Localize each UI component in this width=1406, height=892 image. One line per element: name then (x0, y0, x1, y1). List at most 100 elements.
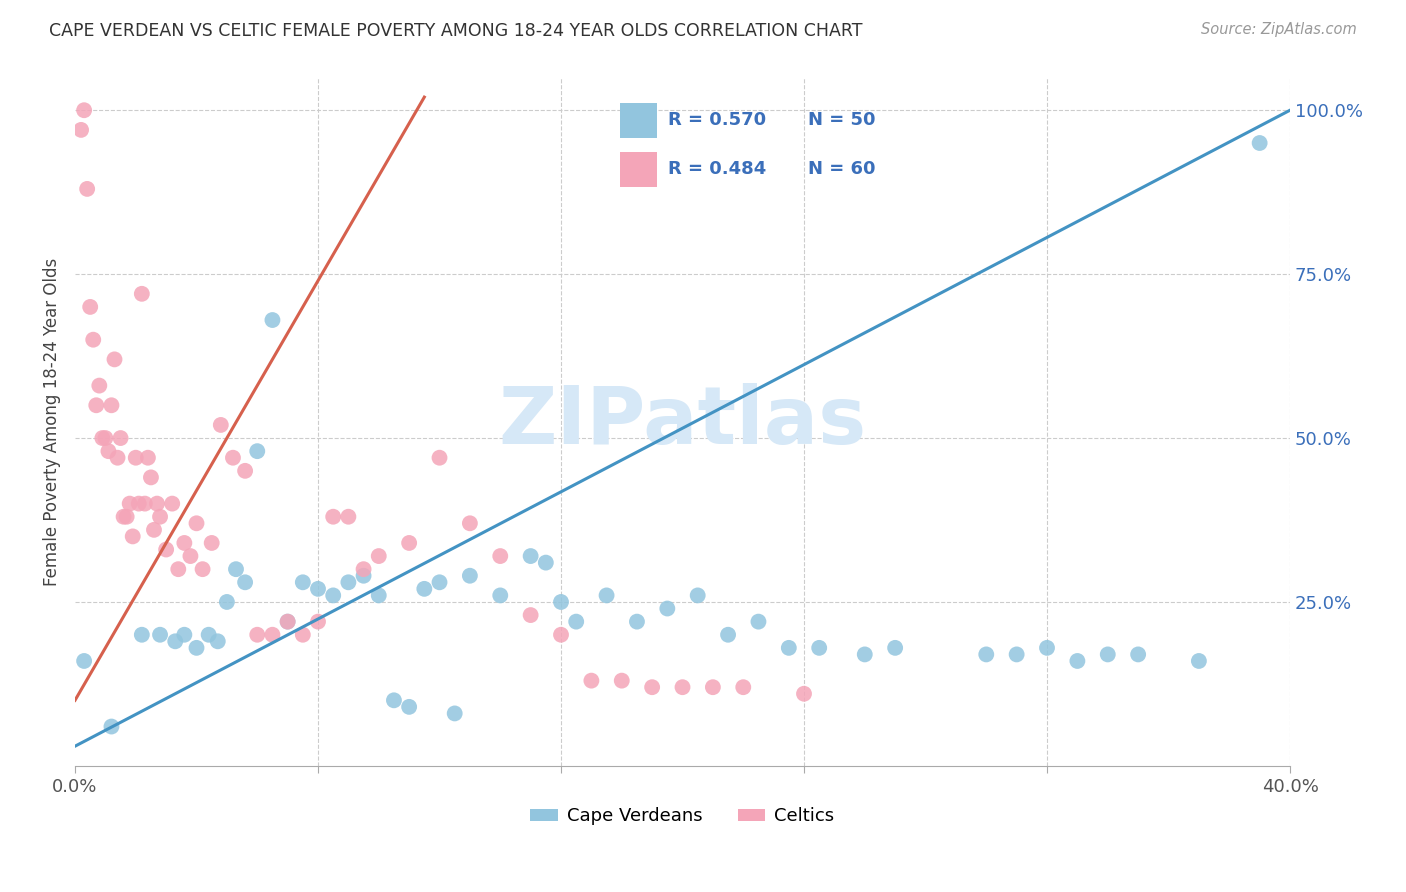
Point (82, 333, 104, 347)
Point (112, 509, 135, 524)
Point (595, 588, 617, 602)
Point (209, 417, 232, 432)
Point (610, 673, 633, 688)
Point (1036, 640, 1059, 655)
Point (519, 608, 541, 623)
Point (186, 640, 208, 655)
Point (173, 536, 195, 550)
Point (191, 562, 214, 576)
Point (136, 450, 159, 465)
Point (337, 509, 360, 524)
Point (702, 680, 724, 694)
Point (778, 640, 800, 655)
Point (115, 509, 138, 524)
Point (747, 615, 769, 629)
Point (197, 628, 219, 642)
Point (458, 568, 481, 582)
Point (534, 556, 557, 570)
Point (793, 687, 815, 701)
Point (1066, 654, 1088, 668)
Point (100, 720, 122, 734)
Point (246, 444, 269, 458)
Point (233, 464, 256, 478)
Point (337, 575, 360, 590)
Point (201, 536, 224, 550)
Point (489, 549, 512, 563)
Point (489, 588, 512, 602)
Point (128, 497, 150, 511)
Point (277, 615, 299, 629)
Point (91, 431, 114, 445)
Text: N = 50: N = 50 (808, 112, 876, 129)
Point (149, 628, 172, 642)
Point (657, 601, 679, 615)
Point (353, 568, 375, 582)
Point (118, 497, 141, 511)
Point (398, 699, 420, 714)
Point (139, 470, 162, 484)
Point (519, 549, 541, 563)
Point (671, 680, 693, 694)
Point (222, 450, 245, 465)
Text: Source: ZipAtlas.com: Source: ZipAtlas.com (1201, 22, 1357, 37)
Point (626, 615, 648, 629)
Point (322, 509, 344, 524)
Point (143, 523, 166, 537)
Point (103, 352, 125, 367)
Point (149, 509, 172, 524)
Point (70, 123, 93, 137)
Point (398, 536, 420, 550)
Point (179, 549, 201, 563)
Point (277, 615, 299, 629)
Point (225, 562, 247, 576)
Point (94, 431, 117, 445)
Point (353, 562, 375, 576)
Point (246, 628, 269, 642)
Point (291, 575, 314, 590)
Point (1126, 648, 1149, 662)
FancyBboxPatch shape (620, 103, 657, 138)
Point (1188, 654, 1211, 668)
Point (382, 693, 405, 707)
Text: CAPE VERDEAN VS CELTIC FEMALE POVERTY AMONG 18-24 YEAR OLDS CORRELATION CHART: CAPE VERDEAN VS CELTIC FEMALE POVERTY AM… (49, 22, 863, 40)
Point (100, 398, 122, 412)
Point (443, 706, 465, 721)
Point (76, 182, 98, 196)
Point (291, 628, 314, 642)
Point (73, 654, 96, 668)
Text: R = 0.570: R = 0.570 (668, 112, 766, 129)
Point (160, 497, 183, 511)
Point (307, 582, 329, 596)
Point (134, 497, 156, 511)
Y-axis label: Female Poverty Among 18-24 Year Olds: Female Poverty Among 18-24 Year Olds (44, 258, 60, 586)
Point (808, 640, 831, 655)
Point (307, 615, 329, 629)
Point (884, 640, 907, 655)
Point (1249, 136, 1271, 150)
Legend: Cape Verdeans, Celtics: Cape Verdeans, Celtics (523, 800, 842, 832)
Point (733, 680, 755, 694)
Point (717, 628, 740, 642)
Point (207, 634, 229, 648)
FancyBboxPatch shape (620, 152, 657, 187)
Point (167, 562, 190, 576)
Point (367, 549, 389, 563)
Point (121, 529, 143, 543)
Point (1097, 648, 1119, 662)
Text: R = 0.484: R = 0.484 (668, 161, 766, 178)
Point (165, 634, 187, 648)
Point (550, 595, 572, 609)
Point (125, 450, 148, 465)
Point (186, 516, 208, 531)
Point (215, 595, 238, 609)
Point (686, 588, 709, 602)
Point (173, 628, 195, 642)
Point (458, 516, 481, 531)
Point (155, 542, 177, 557)
Point (79, 300, 101, 314)
Point (131, 628, 153, 642)
Point (565, 615, 588, 629)
Point (107, 450, 129, 465)
Point (233, 575, 256, 590)
Text: ZIPatlas: ZIPatlas (498, 383, 866, 460)
